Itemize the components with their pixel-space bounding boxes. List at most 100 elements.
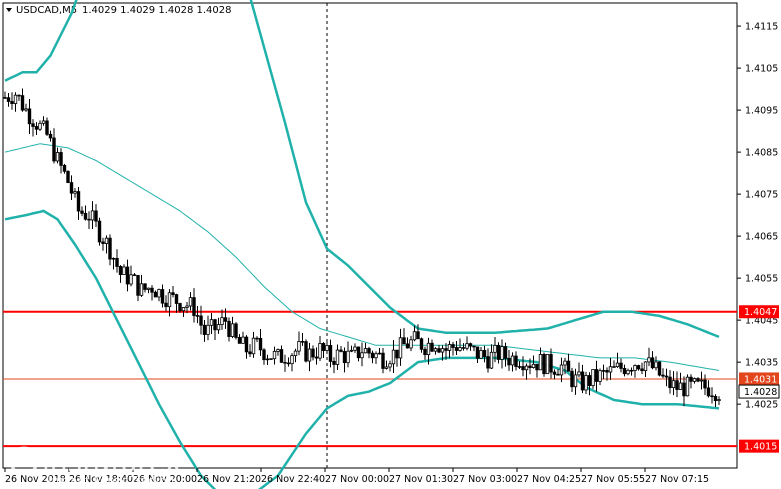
- x-tick-label: 26 Nov 20:00: [133, 474, 197, 485]
- candle-body: [122, 266, 126, 275]
- candle-body: [409, 339, 413, 349]
- candle-body: [461, 347, 466, 349]
- candle-body: [129, 274, 133, 285]
- bollinger-lower-band: [4, 209, 720, 489]
- x-tick-label: 27 Nov 03:00: [453, 474, 517, 485]
- candle-body: [584, 375, 588, 391]
- candle-body: [678, 382, 683, 390]
- candle-body: [542, 354, 546, 375]
- current-price-label: 1.4028: [744, 387, 777, 398]
- logo-brand-text: instaforex: [42, 445, 181, 478]
- candle-body: [136, 274, 140, 296]
- candle-body: [643, 361, 648, 372]
- bollinger-upper-band: [4, 0, 720, 339]
- x-tick-label: 26 Nov 18:40: [69, 474, 133, 485]
- x-tick-label: 26 Nov 21:20: [197, 474, 261, 485]
- candle-body: [185, 305, 189, 308]
- candle-body: [20, 95, 25, 111]
- symbol-label: USDCAD,M5: [16, 5, 77, 16]
- candle-body: [283, 361, 287, 364]
- candle-body: [342, 351, 347, 364]
- candle-body: [528, 365, 532, 369]
- candle-body: [419, 338, 424, 350]
- candle-body: [437, 348, 441, 353]
- candle-body: [83, 212, 88, 220]
- candle-body: [290, 355, 294, 365]
- candle-body: [48, 133, 53, 139]
- time-axis: 26 Nov 2018 26 Nov 18:40 26 Nov 20:00 26 No…: [4, 468, 709, 485]
- dropdown-triangle-icon[interactable]: [6, 8, 12, 12]
- candle-body: [713, 396, 718, 401]
- candle-body: [143, 283, 147, 290]
- candle-body: [370, 352, 375, 359]
- candle-body: [636, 365, 641, 370]
- candle-body: [255, 337, 259, 340]
- x-tick-label: 27 Nov 04:25: [517, 474, 581, 485]
- candle-body: [251, 337, 256, 355]
- candle-body: [503, 346, 508, 359]
- candle-body: [433, 348, 438, 352]
- candle-body: [90, 210, 95, 221]
- y-tick-label: 1.4085: [745, 148, 778, 159]
- candle-body: [675, 380, 679, 390]
- candle-body: [115, 257, 119, 267]
- candle-body: [517, 366, 522, 368]
- candle-body: [31, 123, 35, 127]
- candle-body: [209, 319, 214, 326]
- candle-body: [55, 152, 60, 162]
- candle-body: [223, 317, 228, 322]
- candle-body: [69, 182, 74, 194]
- candle-body: [367, 348, 371, 354]
- candle-body: [451, 344, 455, 348]
- candle-body: [668, 376, 672, 389]
- candle-body: [657, 361, 662, 376]
- candle-body: [230, 323, 235, 337]
- candle-body: [608, 366, 613, 373]
- candle-body: [17, 94, 21, 97]
- candle-body: [52, 137, 56, 162]
- x-tick-label: 27 Nov 01:30: [389, 474, 453, 485]
- candle-body: [388, 363, 392, 368]
- candle-body: [27, 108, 32, 125]
- chart-header: USDCAD,M5 1.4029 1.4029 1.4028 1.4028: [6, 5, 232, 16]
- candle-body: [167, 292, 172, 308]
- candle-body: [426, 342, 431, 356]
- candle-body: [538, 354, 543, 371]
- candle-body: [339, 349, 343, 352]
- candle-body: [650, 357, 655, 369]
- candle-body: [685, 376, 690, 397]
- candle-body: [157, 289, 161, 298]
- y-tick-label: 1.4105: [745, 64, 778, 75]
- candle-body: [514, 355, 518, 367]
- candle-body: [6, 97, 11, 102]
- candle-body: [531, 363, 536, 369]
- candle-body: [132, 274, 137, 276]
- candle-body: [363, 348, 368, 354]
- candle-body: [615, 362, 620, 368]
- candle-body: [454, 347, 459, 351]
- candle-body: [181, 307, 186, 312]
- candle-body: [328, 345, 333, 362]
- candle-body: [202, 324, 207, 335]
- candle-body: [468, 343, 473, 347]
- candle-body: [594, 369, 599, 382]
- candle-body: [384, 366, 389, 369]
- candle-body: [377, 352, 382, 355]
- candle-body: [258, 338, 263, 351]
- candle-body: [146, 287, 151, 290]
- candle-body: [293, 350, 298, 357]
- y-tick-label: 1.4055: [745, 274, 778, 285]
- candle-body: [34, 126, 39, 130]
- bollinger-middle-band: [4, 143, 720, 371]
- candle-body: [3, 97, 7, 99]
- candle-body: [612, 366, 616, 368]
- candle-body: [10, 101, 14, 104]
- logo-mark-icon: [9, 446, 39, 476]
- candlestick-series: [3, 88, 721, 408]
- candle-body: [622, 367, 627, 375]
- candle-body: [563, 360, 567, 366]
- ohlc-readout: 1.4029 1.4029 1.4028 1.4028: [82, 5, 232, 16]
- candle-body: [66, 170, 70, 183]
- candle-body: [195, 315, 200, 317]
- candle-body: [640, 368, 644, 372]
